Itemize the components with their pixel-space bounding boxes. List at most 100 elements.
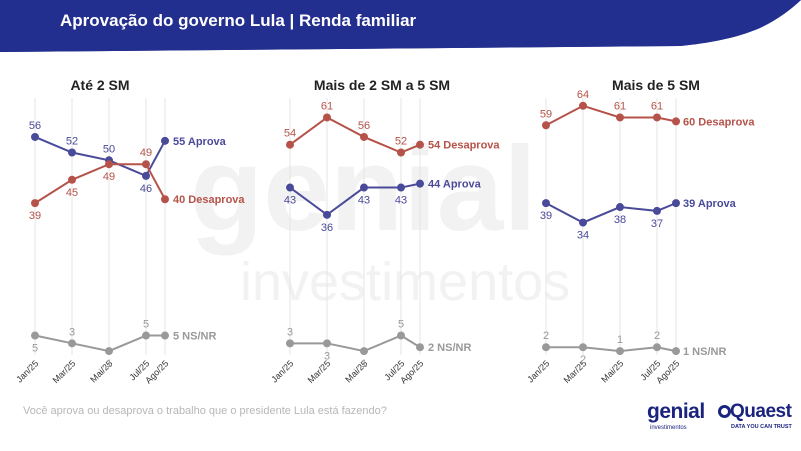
point-value-label: 61	[651, 100, 663, 112]
point-value-label: 1	[617, 334, 623, 346]
genial-logo-word: genial	[647, 400, 705, 423]
point-value-label: 2	[580, 354, 586, 366]
data-point	[416, 179, 424, 188]
data-point	[360, 132, 368, 141]
data-point	[579, 343, 587, 352]
data-point	[397, 183, 405, 192]
panel-title: Até 2 SM	[70, 77, 129, 93]
series-end-label: 60 Desaprova	[683, 116, 755, 128]
data-point	[68, 175, 76, 184]
quaest-logo-word: Quaest	[730, 401, 792, 422]
data-point	[31, 331, 39, 340]
series-end-label: 1 NS/NR	[683, 346, 726, 358]
point-value-label: 37	[651, 218, 663, 230]
data-point	[653, 343, 661, 352]
survey-question: Você aprova ou desaprova o trabalho que …	[23, 405, 387, 417]
data-point	[416, 343, 424, 352]
point-value-label: 1	[106, 358, 112, 370]
series-end-label: 2 NS/NR	[428, 342, 471, 354]
data-point	[323, 339, 331, 348]
point-value-label: 59	[540, 108, 552, 120]
data-point	[416, 140, 424, 149]
data-point	[360, 183, 368, 192]
x-tick-label: Mai/25	[599, 358, 625, 384]
data-point	[286, 339, 294, 348]
point-value-label: 61	[321, 100, 333, 112]
point-value-label: 56	[358, 120, 370, 132]
series-end-label: 54 Desaprova	[428, 140, 500, 152]
quaest-mark-icon	[718, 405, 731, 418]
data-point	[286, 183, 294, 192]
point-value-label: 54	[284, 128, 296, 140]
data-point	[31, 199, 39, 208]
point-value-label: 5	[398, 319, 404, 331]
data-point	[653, 113, 661, 122]
data-point	[68, 339, 76, 348]
data-point	[31, 132, 39, 141]
quaest-logo-sub: DATA YOU CAN TRUST	[731, 424, 792, 430]
point-value-label: 39	[540, 210, 552, 222]
data-point	[542, 199, 550, 208]
point-value-label: 36	[321, 222, 333, 234]
point-value-label: 39	[29, 210, 41, 222]
point-value-label: 52	[395, 136, 407, 148]
point-value-label: 5	[143, 319, 149, 331]
point-value-label: 50	[103, 143, 115, 155]
point-value-label: 2	[543, 330, 549, 342]
quaest-logo: Quaest DATA YOU CAN TRUST	[718, 401, 792, 435]
series-end-label: 44 Aprova	[428, 179, 482, 191]
genial-logo: genial investimentos	[647, 400, 709, 435]
data-point	[579, 101, 587, 110]
data-point	[105, 160, 113, 169]
data-point	[142, 171, 150, 180]
header-background	[0, 0, 801, 52]
genial-logo-sub: investimentos	[650, 425, 687, 431]
data-point	[105, 347, 113, 356]
page-title: Aprovação do governo Lula | Renda famili…	[60, 11, 417, 30]
point-value-label: 43	[395, 195, 407, 207]
point-value-label: 49	[103, 171, 115, 183]
point-value-label: 5	[32, 343, 38, 355]
data-point	[672, 117, 680, 126]
series-end-label: 55 Aprova	[173, 136, 227, 148]
point-value-label: 56	[29, 120, 41, 132]
point-value-label: 45	[66, 187, 78, 199]
x-tick-label: Mar/25	[306, 358, 333, 385]
series-end-label: 40 Desaprova	[173, 194, 245, 206]
point-value-label: 2	[654, 330, 660, 342]
data-point	[653, 206, 661, 215]
data-point	[542, 343, 550, 352]
data-point	[68, 148, 76, 157]
data-point	[672, 199, 680, 208]
point-value-label: 3	[324, 350, 330, 362]
point-value-label: 46	[140, 183, 152, 195]
data-point	[142, 160, 150, 169]
data-point	[616, 203, 624, 212]
point-value-label: 43	[358, 195, 370, 207]
data-point	[397, 331, 405, 340]
data-point	[323, 113, 331, 122]
point-value-label: 61	[614, 100, 626, 112]
point-value-label: 64	[577, 89, 589, 101]
x-tick-label: Jan/25	[525, 358, 551, 384]
point-value-label: 34	[577, 230, 589, 242]
header-banner: Aprovação do governo Lula | Renda famili…	[0, 0, 801, 52]
point-value-label: 1	[361, 358, 367, 370]
data-point	[616, 113, 624, 122]
data-point	[286, 140, 294, 149]
point-value-label: 3	[69, 326, 75, 338]
point-value-label: 49	[140, 147, 152, 159]
data-point	[142, 331, 150, 340]
data-point	[161, 331, 169, 340]
data-point	[323, 210, 331, 219]
data-point	[161, 195, 169, 204]
point-value-label: 3	[287, 326, 293, 338]
data-point	[542, 121, 550, 130]
point-value-label: 38	[614, 214, 626, 226]
point-value-label: 43	[284, 195, 296, 207]
panel-title: Mais de 5 SM	[612, 77, 700, 93]
panel-title: Mais de 2 SM a 5 SM	[314, 77, 450, 93]
series-end-label: 5 NS/NR	[173, 331, 216, 343]
x-tick-label: Jan/25	[269, 358, 295, 384]
